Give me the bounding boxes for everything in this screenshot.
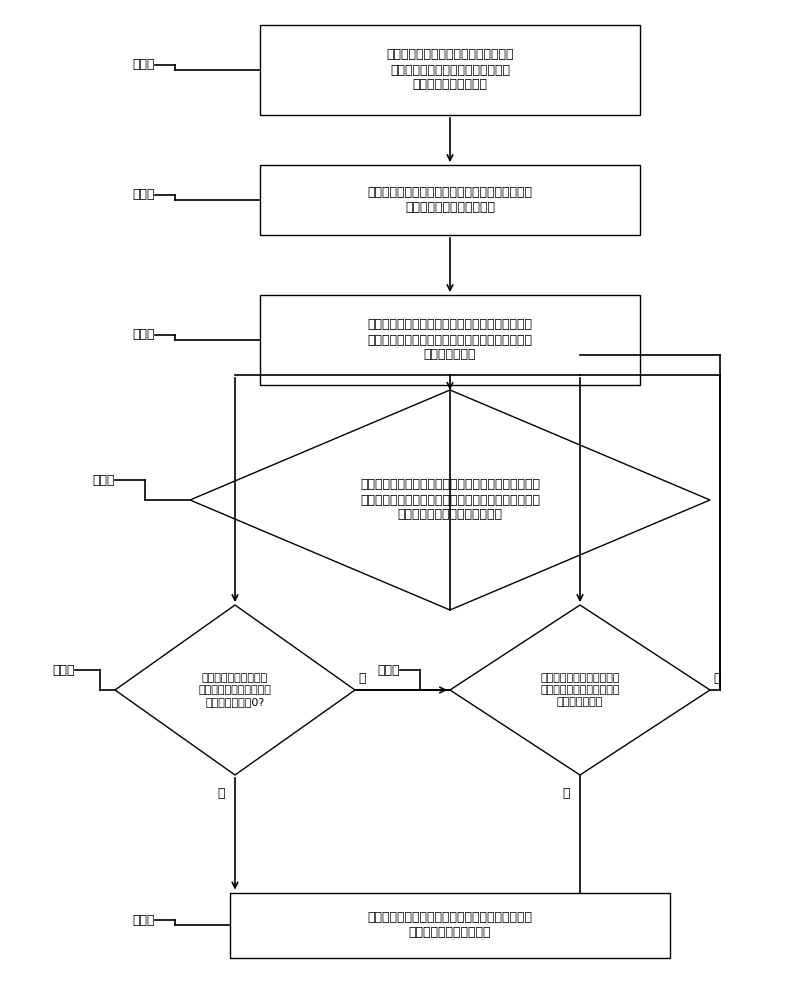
FancyBboxPatch shape: [260, 165, 640, 235]
FancyBboxPatch shape: [260, 295, 640, 385]
Text: 步骤一: 步骤一: [133, 58, 155, 72]
Polygon shape: [115, 605, 355, 775]
Text: 超前角增大，计算电压值，
电压值大于电压比较阈值或
超前角达上限？: 超前角增大，计算电压值， 电压值大于电压比较阈值或 超前角达上限？: [540, 673, 619, 707]
Text: 根据实时采集的直流母线电压计算电压比较阈值，电压
值初始值小于压比较阈值，进入步骤五，电压值初始值
大于电压比较阈值，进入步骤六: 根据实时采集的直流母线电压计算电压比较阈值，电压 值初始值小于压比较阈值，进入步…: [360, 479, 540, 522]
Text: 否: 否: [713, 672, 720, 685]
Text: 对永磁同步电机进行转速闭环控制，转速环输出为
电流指令，并对其进行限幅: 对永磁同步电机进行转速闭环控制，转速环输出为 电流指令，并对其进行限幅: [367, 186, 532, 214]
Text: 步骤七: 步骤七: [133, 914, 155, 926]
Text: 步骤五: 步骤五: [52, 664, 75, 676]
Text: 否: 否: [358, 672, 366, 685]
Text: 是: 是: [217, 787, 225, 800]
Text: 根据额定转速、额定转矩和电流极限值
，确定输入母线电压波动的下限值和
弱磁控制的最大超前角: 根据额定转速、额定转矩和电流极限值 ，确定输入母线电压波动的下限值和 弱磁控制的…: [386, 48, 514, 92]
Text: 步骤三: 步骤三: [133, 328, 155, 342]
FancyBboxPatch shape: [230, 892, 670, 958]
Polygon shape: [450, 605, 710, 775]
Text: 步骤二: 步骤二: [133, 188, 155, 202]
Text: 步骤四: 步骤四: [92, 474, 115, 487]
Text: 将步骤五或六退出循环时的交直轴电流指令作为电
流环的输入进行闭环控制: 将步骤五或六退出循环时的交直轴电流指令作为电 流环的输入进行闭环控制: [367, 911, 532, 939]
Text: 是: 是: [562, 787, 570, 800]
FancyBboxPatch shape: [260, 25, 640, 115]
Text: 超前角减小，计算电压
值，电压值小于电压比较
阈值或超前角为0?: 超前角减小，计算电压 值，电压值小于电压比较 阈值或超前角为0?: [198, 673, 272, 707]
Text: 步骤六: 步骤六: [378, 664, 400, 676]
Text: 设定超前角初始值，计算当前周期交直轴电流指令
的初始值，结合转速指令根据电压极限圆方程计算
出电压值初始值: 设定超前角初始值，计算当前周期交直轴电流指令 的初始值，结合转速指令根据电压极限…: [367, 318, 532, 361]
Polygon shape: [190, 390, 710, 610]
